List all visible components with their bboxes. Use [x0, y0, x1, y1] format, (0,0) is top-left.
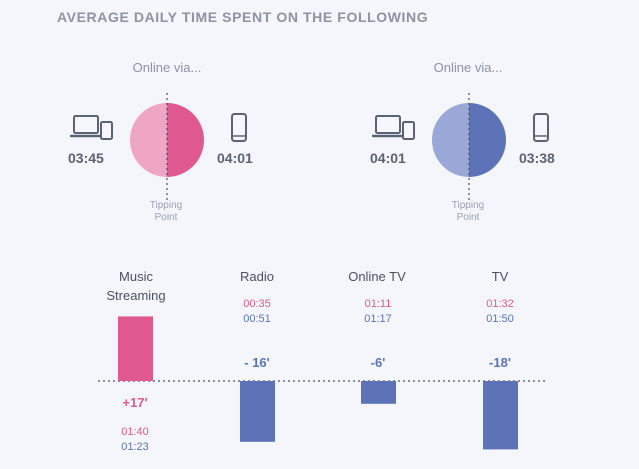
chart-title: AVERAGE DAILY TIME SPENT ON THE FOLLOWIN…	[57, 9, 429, 25]
value-label-tv: -18'	[489, 355, 511, 370]
value-label-music-streaming: +17'	[122, 395, 148, 410]
tipping-point-label: Tipping Point	[136, 200, 196, 224]
time-pink-tv: 01:32	[486, 298, 514, 310]
laptop-icon	[70, 115, 113, 140]
bar-music-streaming	[118, 316, 153, 381]
time-pink-online-tv: 01:11	[364, 298, 392, 310]
time-pink-radio: 00:35	[243, 298, 271, 310]
pie-caption: Online via...	[433, 60, 503, 75]
laptop-time: 04:01	[370, 150, 406, 166]
value-label-online-tv: -6'	[370, 355, 386, 370]
time-blue-tv: 01:50	[486, 313, 514, 325]
time-pink-music-streaming: 01:40	[121, 426, 149, 438]
tipping-point-label: Tipping Point	[438, 200, 498, 224]
category-label-radio: Radio	[240, 269, 274, 284]
category-label-online-tv: Online TV	[348, 269, 406, 284]
bar-tv	[483, 381, 518, 450]
tipping-point-text: Tipping Point	[451, 200, 485, 223]
phone-icon	[231, 113, 247, 142]
category-label-music-streaming: Music Streaming	[106, 269, 166, 303]
bar-radio	[240, 381, 275, 442]
value-label-radio: - 16'	[244, 355, 270, 370]
phone-time: 04:01	[217, 150, 253, 166]
phone-time: 03:38	[519, 150, 555, 166]
tipping-point-text: Tipping Point	[149, 200, 183, 223]
pie-slice-laptop	[130, 103, 167, 177]
pie-slice-laptop	[432, 103, 469, 177]
time-blue-radio: 00:51	[243, 313, 271, 325]
pie-slice-phone	[469, 103, 506, 177]
laptop-icon	[372, 115, 415, 140]
time-blue-online-tv: 01:17	[364, 313, 392, 325]
phone-icon	[533, 113, 549, 142]
bar-online-tv	[361, 381, 396, 404]
category-label-tv: TV	[491, 269, 509, 284]
pie-slice-phone	[167, 103, 204, 177]
pie-caption: Online via...	[132, 60, 202, 75]
laptop-time: 03:45	[68, 150, 104, 166]
time-blue-music-streaming: 01:23	[121, 441, 149, 453]
